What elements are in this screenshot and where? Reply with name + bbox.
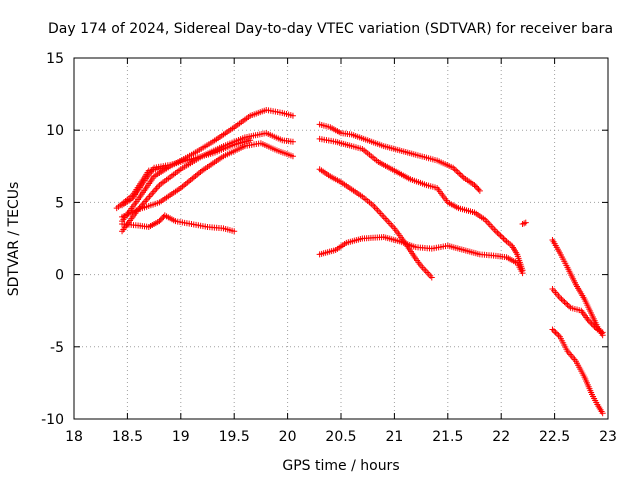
series-track-11 [519,219,529,228]
data-marker [472,183,479,190]
data-marker [428,274,435,281]
data-marker [453,167,460,174]
data-marker [495,231,502,238]
chart-title: Day 174 of 2024, Sidereal Day-to-day VTE… [48,21,613,37]
x-tick-label: 19.5 [219,429,250,445]
y-tick-label: 5 [55,195,64,211]
data-marker [599,329,606,336]
data-marker [231,228,238,235]
data-marker [474,184,481,191]
data-marker [289,112,296,119]
data-marker [156,218,163,225]
x-tick-label: 21 [385,429,403,445]
data-marker [599,410,606,417]
data-marker [498,234,505,241]
data-marker [454,169,461,176]
data-marker [564,301,571,308]
data-marker [585,317,592,324]
series-track-6 [119,212,238,235]
x-tick-label: 20 [279,429,297,445]
data-marker [561,299,568,306]
data-marker [553,330,560,337]
y-axis-label: SDTVAR / TECUs [6,182,22,297]
data-marker [161,164,168,171]
x-axis-label: GPS time / hours [282,458,399,474]
data-marker [476,187,483,194]
data-marker [588,320,595,327]
data-marker [558,296,565,303]
data-marker [590,322,597,329]
series-track-12 [549,236,606,339]
data-marker [289,138,296,145]
x-tick-label: 22.5 [539,429,570,445]
x-tick-label: 18 [65,429,83,445]
data-marker [592,325,599,332]
data-marker [555,332,562,339]
x-tick-label: 18.5 [112,429,143,445]
series-track-9 [316,166,435,281]
data-marker [559,297,566,304]
data-marker [457,171,464,178]
series-track-5 [113,164,168,212]
data-marker [456,170,463,177]
x-tick-label: 23 [599,429,617,445]
data-marker [587,319,594,326]
series-track-13 [549,286,606,336]
series-track-10 [316,234,526,277]
data-marker [519,270,526,277]
series-track-8 [316,135,526,274]
data-marker [549,326,556,333]
data-marker [502,236,509,243]
series-track-7 [316,121,483,194]
y-tick-label: 10 [46,123,64,139]
data-marker [550,327,557,334]
data-marker [471,182,478,189]
y-tick-label: -10 [41,412,64,428]
data-marker [159,215,166,222]
data-marker [157,216,164,223]
data-marker [494,229,501,236]
data-marker [591,323,598,330]
grid-lines [74,58,608,419]
x-tick-label: 19 [172,429,190,445]
data-marker [563,300,570,307]
y-tick-label: -5 [50,340,64,356]
axis-ticks [73,57,609,420]
data-marker [500,235,507,242]
y-tick-label: 0 [55,268,64,284]
data-points [113,106,606,417]
data-marker [497,232,504,239]
x-tick-label: 22 [492,429,510,445]
series-track-3 [119,140,296,220]
data-marker [289,153,296,160]
series-track-14 [549,326,606,417]
series-track-1 [119,106,296,225]
data-marker [247,137,254,144]
data-marker [459,173,466,180]
x-tick-label: 20.5 [325,429,356,445]
tick-labels: 18 18.5 19 19.5 20 20.5 21 21.5 22 22.5 23 -10 -5 0 5 1… [41,51,617,445]
x-tick-label: 21.5 [432,429,463,445]
data-marker [522,219,529,226]
y-tick-label: 15 [46,51,64,67]
data-marker [475,186,482,193]
data-marker [552,329,559,336]
